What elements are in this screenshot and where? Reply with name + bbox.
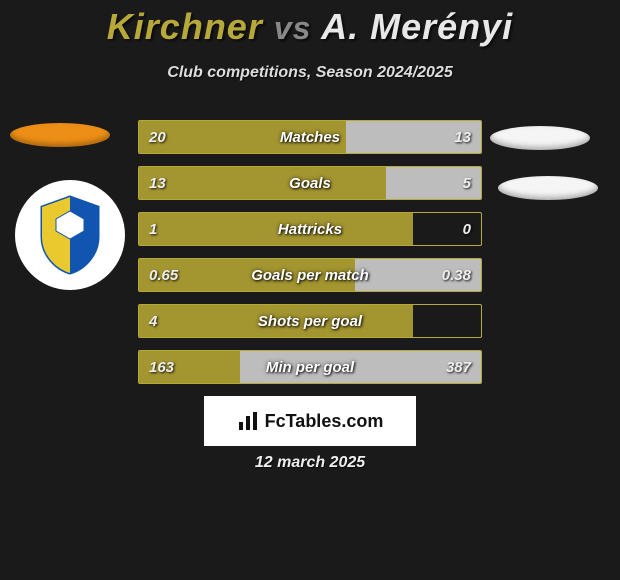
decorative-ellipse <box>498 176 598 200</box>
stat-row: 2013Matches <box>138 120 482 154</box>
bar-left <box>139 305 413 337</box>
page-title: Kirchner vs A. Merényi <box>0 0 620 48</box>
date-label: 12 march 2025 <box>0 454 620 472</box>
subtitle: Club competitions, Season 2024/2025 <box>0 64 620 82</box>
brand-badge: FcTables.com <box>204 396 416 446</box>
vs-label: vs <box>274 10 312 46</box>
shield-icon <box>38 195 102 275</box>
stat-row: 135Goals <box>138 166 482 200</box>
brand-text: FcTables.com <box>265 411 384 432</box>
bar-chart-icon <box>237 410 259 432</box>
player2-name: A. Merényi <box>321 6 513 47</box>
stats-chart: 2013Matches 135Goals 10Hattricks 0.650.38Go… <box>138 120 482 396</box>
stat-row: 10Hattricks <box>138 212 482 246</box>
bar-right <box>355 259 481 291</box>
bar-right <box>240 351 481 383</box>
bar-left <box>139 351 240 383</box>
comparison-infographic: Kirchner vs A. Merényi Club competitions… <box>0 0 620 580</box>
bar-left <box>139 167 386 199</box>
value-right: 0 <box>463 213 471 245</box>
club-crest <box>15 180 125 290</box>
decorative-ellipse <box>10 123 110 147</box>
stat-row: 163387Min per goal <box>138 350 482 384</box>
player1-name: Kirchner <box>107 6 263 47</box>
bar-left <box>139 121 346 153</box>
bar-left <box>139 213 413 245</box>
decorative-ellipse <box>490 126 590 150</box>
bar-right <box>346 121 481 153</box>
bar-right <box>386 167 481 199</box>
stat-row: 4Shots per goal <box>138 304 482 338</box>
stat-row: 0.650.38Goals per match <box>138 258 482 292</box>
bar-left <box>139 259 355 291</box>
